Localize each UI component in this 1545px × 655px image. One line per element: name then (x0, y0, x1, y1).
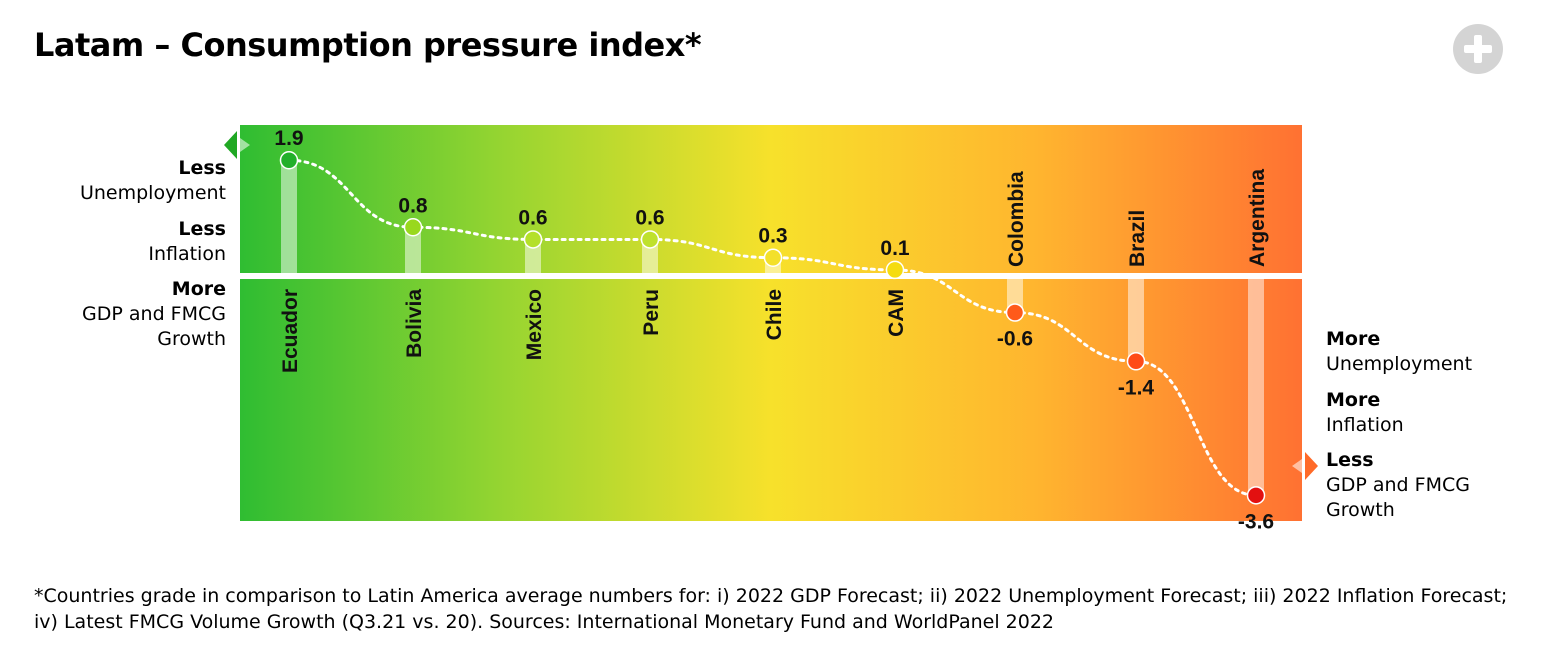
right-arrow-tip (1292, 459, 1302, 473)
value-label-chile: 0.3 (758, 225, 787, 248)
left-label-unemployment-strong: Less (178, 157, 226, 179)
series-line (287, 158, 1258, 497)
category-label-ecuador: Ecuador (279, 289, 302, 373)
right-label-growth: Less GDP and FMCG Growth (1326, 448, 1470, 523)
left-label-growth: More GDP and FMCG Growth (82, 277, 226, 352)
category-label-bolivia: Bolivia (403, 289, 426, 358)
value-label-bolivia: 0.8 (398, 194, 428, 217)
value-label-mexico: 0.6 (518, 206, 547, 229)
left-label-inflation-text: Inflation (148, 243, 226, 265)
category-label-chile: Chile (763, 289, 786, 340)
value-label-ecuador: 1.9 (274, 127, 303, 150)
category-label-argentina: Argentina (1246, 169, 1269, 267)
footnote: *Countries grade in comparison to Latin … (34, 585, 1508, 633)
data-point-ecuador (279, 150, 299, 170)
value-label-brazil: -1.4 (1118, 376, 1155, 399)
right-arrow-marker (1305, 452, 1318, 480)
category-label-cam: CAM (885, 289, 908, 337)
category-label-peru: Peru (640, 289, 663, 336)
right-label-unemployment-text: Unemployment (1326, 353, 1473, 375)
stem-ecuador (281, 160, 297, 276)
left-arrow-marker (224, 131, 237, 159)
left-label-inflation-strong: Less (178, 218, 226, 240)
category-label-colombia: Colombia (1005, 171, 1028, 267)
right-label-growth-text: GDP and FMCG (1326, 474, 1470, 496)
right-label-growth-text2: Growth (1326, 499, 1395, 521)
right-label-inflation-strong: More (1326, 389, 1381, 411)
data-point-brazil (1126, 352, 1146, 371)
left-label-growth-text: GDP and FMCG (82, 303, 226, 325)
stem-colombia (1007, 276, 1023, 313)
value-label-colombia: -0.6 (997, 328, 1033, 351)
data-point-cam (885, 260, 905, 280)
right-label-growth-strong: Less (1326, 449, 1374, 471)
data-point-chile (763, 248, 783, 267)
data-point-colombia (1005, 303, 1025, 322)
data-point-argentina (1246, 486, 1266, 505)
category-label-brazil: Brazil (1126, 210, 1149, 267)
chart-title: Latam – Consumption pressure index* (34, 26, 702, 64)
gradient-background (240, 125, 1302, 521)
stem-argentina (1248, 276, 1264, 496)
value-label-peru: 0.6 (635, 206, 664, 229)
left-label-growth-text2: Growth (157, 328, 226, 350)
category-label-mexico: Mexico (523, 289, 546, 360)
left-label-unemployment: Less Unemployment (80, 156, 226, 206)
data-point-peru (640, 230, 660, 249)
left-arrow-tip (240, 138, 250, 152)
plus-bar-vertical (1474, 35, 1482, 63)
left-label-growth-strong: More (171, 278, 226, 300)
plus-circle-icon[interactable] (1453, 24, 1503, 74)
right-label-inflation-text: Inflation (1326, 414, 1404, 436)
stem-brazil (1128, 276, 1144, 362)
value-label-argentina: -3.6 (1238, 510, 1274, 533)
stem-mexico (525, 239, 541, 276)
stem-peru (642, 239, 658, 276)
right-label-inflation: More Inflation (1326, 388, 1404, 438)
data-point-mexico (523, 230, 543, 249)
value-label-cam: 0.1 (880, 237, 910, 260)
right-label-unemployment: More Unemployment (1326, 327, 1472, 377)
data-point-bolivia (403, 218, 423, 237)
left-label-inflation: Less Inflation (148, 217, 226, 267)
left-label-unemployment-text: Unemployment (79, 182, 226, 204)
right-label-unemployment-strong: More (1326, 328, 1381, 350)
stem-bolivia (405, 227, 421, 276)
